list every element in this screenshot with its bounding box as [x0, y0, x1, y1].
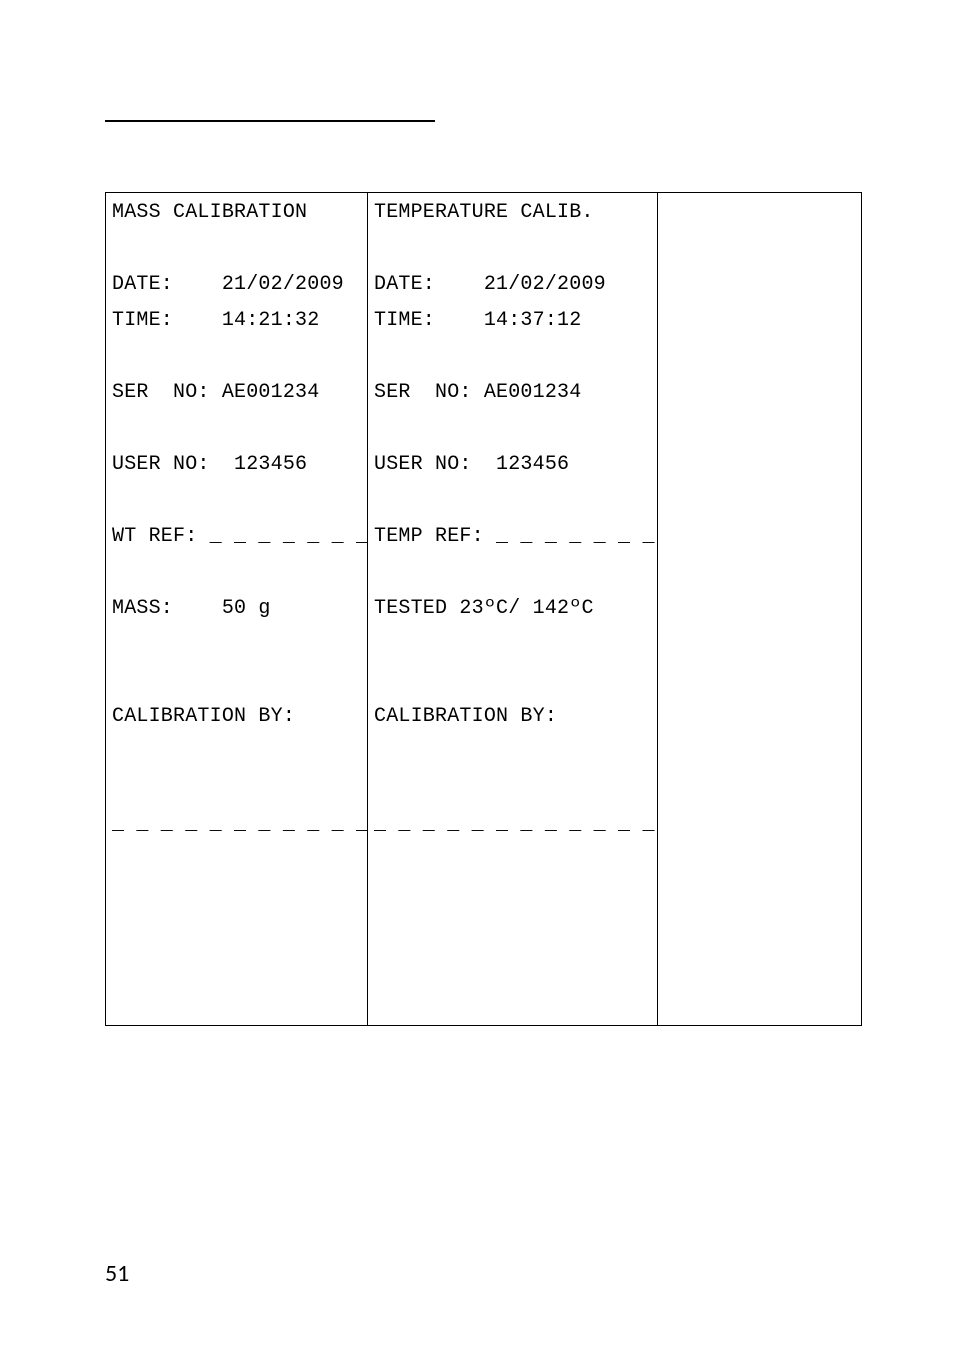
mass-mass-value: 50 g: [222, 597, 271, 620]
mass-ser-label: SER NO:: [112, 381, 210, 404]
mass-title: MASS CALIBRATION: [112, 201, 307, 224]
mass-ref-blank: _ _ _ _ _ _ _: [210, 525, 369, 548]
temp-date: 21/02/2009: [484, 273, 606, 296]
temp-ser: AE001234: [484, 381, 582, 404]
mass-ref-label: WT REF:: [112, 525, 197, 548]
temp-by-label: CALIBRATION BY:: [374, 705, 557, 728]
temp-cell: TEMPERATURE CALIB. DATE: 21/02/2009 TIME…: [368, 193, 658, 1026]
temp-tested-label: TESTED: [374, 597, 447, 620]
temp-ref-label: TEMP REF:: [374, 525, 484, 548]
mass-user: 123456: [234, 453, 307, 476]
mass-sig-line: _ _ _ _ _ _ _ _ _ _ _: [112, 813, 368, 836]
mass-receipt: MASS CALIBRATION DATE: 21/02/2009 TIME: …: [112, 195, 361, 1023]
temp-sig-line: _ _ _ _ _ _ _ _ _ _ _ _: [374, 813, 655, 836]
mass-user-label: USER NO:: [112, 453, 210, 476]
temp-time-label: TIME:: [374, 309, 435, 332]
calibration-table: MASS CALIBRATION DATE: 21/02/2009 TIME: …: [105, 192, 862, 1026]
page-number: 51: [105, 1259, 129, 1288]
temp-date-label: DATE:: [374, 273, 435, 296]
temp-time: 14:37:12: [484, 309, 582, 332]
page: MASS CALIBRATION DATE: 21/02/2009 TIME: …: [0, 0, 954, 1350]
temp-ref-blank: _ _ _ _ _ _ _: [496, 525, 655, 548]
temp-tested-value: 23ºC/ 142ºC: [459, 597, 593, 620]
mass-cell: MASS CALIBRATION DATE: 21/02/2009 TIME: …: [106, 193, 368, 1026]
mass-ser: AE001234: [222, 381, 320, 404]
mass-date: 21/02/2009: [222, 273, 344, 296]
temp-user: 123456: [496, 453, 569, 476]
mass-time: 14:21:32: [222, 309, 320, 332]
mass-date-label: DATE:: [112, 273, 173, 296]
mass-by-label: CALIBRATION BY:: [112, 705, 295, 728]
temp-title: TEMPERATURE CALIB.: [374, 201, 594, 224]
table-row: MASS CALIBRATION DATE: 21/02/2009 TIME: …: [106, 193, 862, 1026]
mass-mass-label: MASS:: [112, 597, 173, 620]
empty-cell: [658, 193, 862, 1026]
temp-user-label: USER NO:: [374, 453, 472, 476]
temp-receipt: TEMPERATURE CALIB. DATE: 21/02/2009 TIME…: [374, 195, 651, 1023]
mass-time-label: TIME:: [112, 309, 173, 332]
top-rule: [105, 120, 435, 122]
temp-ser-label: SER NO:: [374, 381, 472, 404]
